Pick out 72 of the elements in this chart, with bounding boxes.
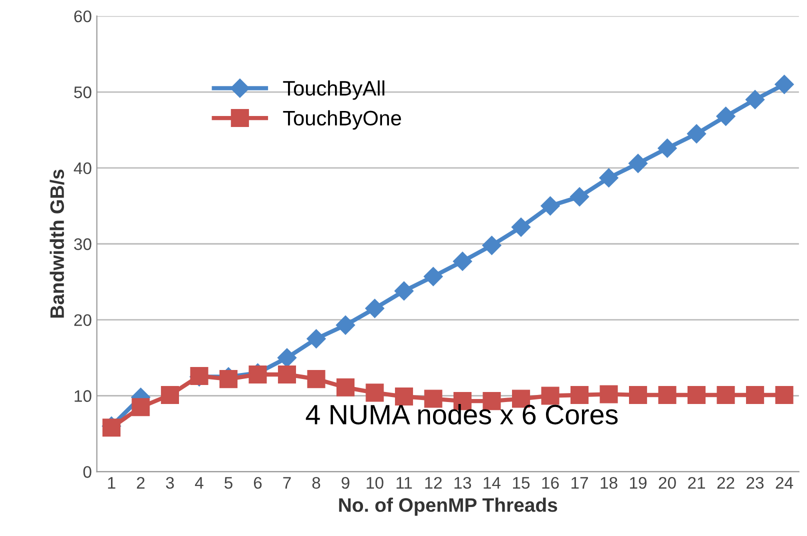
point bbox=[716, 106, 736, 126]
x-tick-label: 15 bbox=[513, 477, 530, 489]
point bbox=[336, 378, 355, 396]
point bbox=[570, 386, 589, 404]
x-tick-label: 24 bbox=[776, 476, 794, 489]
point bbox=[628, 154, 648, 173]
y-axis-title: Bandwidth GB/s bbox=[50, 170, 64, 318]
y-tick-label: 50 bbox=[74, 86, 92, 98]
point bbox=[600, 385, 618, 404]
x-tick-label: 12 bbox=[425, 476, 442, 489]
point bbox=[541, 386, 560, 405]
x-tick-label: 10 bbox=[366, 476, 384, 489]
x-tick-label: 20 bbox=[658, 476, 676, 489]
x-tick-label: 1 bbox=[108, 477, 116, 489]
point bbox=[306, 329, 326, 348]
point bbox=[394, 387, 414, 406]
x-tick-label: 16 bbox=[542, 476, 559, 489]
point bbox=[570, 187, 590, 206]
point bbox=[599, 168, 618, 188]
point bbox=[366, 384, 384, 402]
x-tick-label: 7 bbox=[283, 477, 291, 489]
point bbox=[132, 398, 150, 416]
point bbox=[277, 348, 297, 368]
x-tick-label: 5 bbox=[224, 477, 232, 489]
point bbox=[307, 370, 326, 388]
x-tick-label: 6 bbox=[254, 476, 262, 489]
point bbox=[424, 267, 443, 286]
point bbox=[688, 386, 706, 404]
x-tick-label: 11 bbox=[396, 477, 412, 489]
point bbox=[102, 418, 120, 437]
x-tick-label: 21 bbox=[688, 476, 705, 489]
point bbox=[336, 316, 356, 335]
point bbox=[774, 74, 794, 94]
legend-label: TouchByOne bbox=[283, 110, 401, 130]
legend-label: TouchByAll bbox=[283, 80, 384, 100]
x-tick-label: 23 bbox=[746, 476, 764, 489]
y-tick-label: 0 bbox=[83, 466, 92, 478]
point bbox=[540, 196, 560, 216]
y-tick-label: 40 bbox=[74, 162, 92, 174]
point bbox=[160, 386, 180, 404]
point bbox=[452, 252, 472, 271]
point bbox=[658, 138, 677, 158]
x-tick-label: 17 bbox=[572, 477, 588, 489]
x-tick-label: 8 bbox=[312, 476, 320, 489]
point bbox=[746, 90, 765, 110]
x-tick-label: 18 bbox=[600, 476, 618, 489]
x-axis-title: No. of OpenMP Threads bbox=[339, 498, 558, 516]
y-tick-label: 60 bbox=[74, 10, 92, 22]
point bbox=[746, 386, 764, 404]
point bbox=[658, 386, 676, 404]
point bbox=[687, 124, 706, 144]
x-tick-label: 13 bbox=[454, 476, 472, 489]
point bbox=[511, 218, 531, 237]
y-tick-label: 30 bbox=[74, 238, 92, 250]
x-tick-label: 9 bbox=[342, 476, 350, 489]
x-tick-label: 4 bbox=[194, 477, 204, 489]
annotation: 4 NUMA nodes x 6 Cores bbox=[306, 404, 618, 424]
point bbox=[278, 365, 296, 384]
point bbox=[629, 386, 648, 404]
x-tick-label: 22 bbox=[717, 476, 734, 489]
y-tick-label: 10 bbox=[74, 390, 92, 402]
point bbox=[365, 298, 384, 318]
point bbox=[219, 370, 238, 388]
x-tick-label: 19 bbox=[630, 476, 647, 489]
point bbox=[394, 281, 414, 300]
y-tick-label: 20 bbox=[74, 314, 92, 326]
x-tick-label: 2 bbox=[136, 476, 145, 489]
point bbox=[775, 386, 794, 404]
point bbox=[482, 236, 502, 255]
x-tick-label: 14 bbox=[484, 477, 501, 489]
point bbox=[716, 386, 735, 404]
x-tick-label: 3 bbox=[166, 476, 174, 489]
